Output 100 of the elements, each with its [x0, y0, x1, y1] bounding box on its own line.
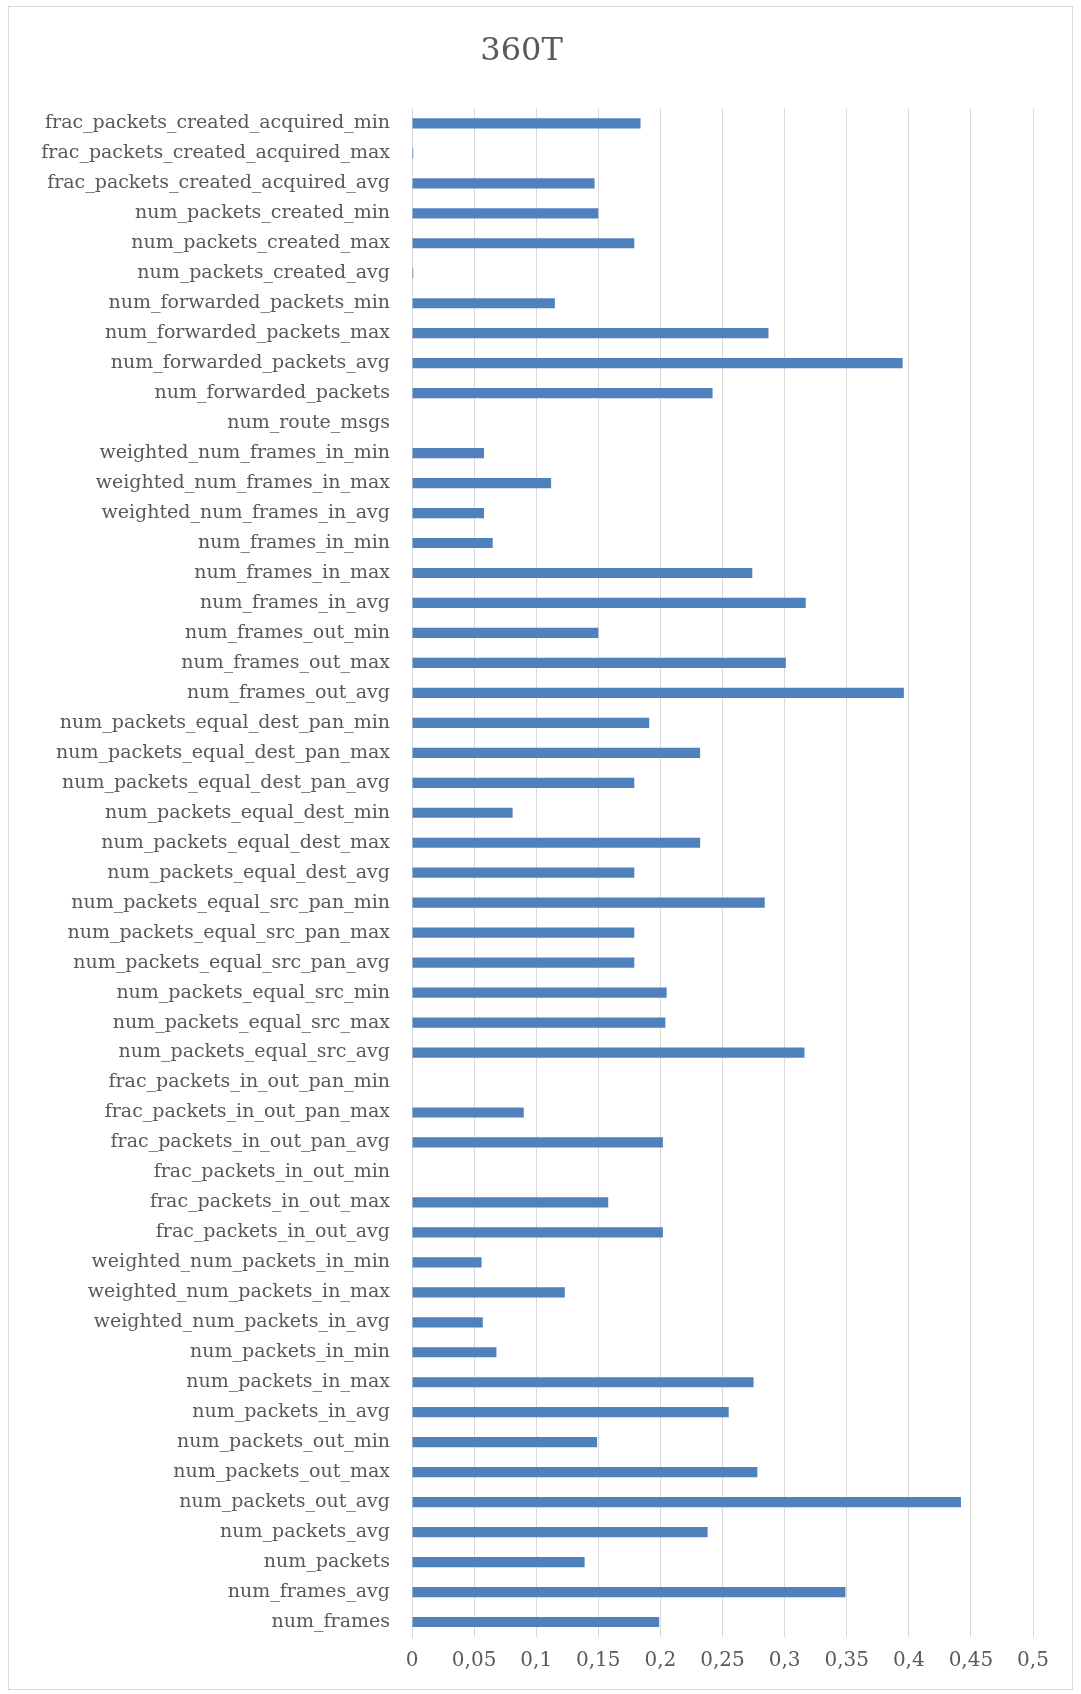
y-tick-label: frac_packets_in_out_max	[149, 1189, 391, 1213]
y-tick-label: num_packets_equal_src_pan_avg	[73, 949, 390, 973]
y-tick-label: num_frames_out_max	[181, 649, 391, 673]
y-tick-label: num_forwarded_packets	[154, 380, 390, 404]
y-tick-label: weighted_num_packets_in_max	[87, 1279, 391, 1303]
y-tick-label: num_frames	[271, 1608, 390, 1632]
y-tick-label: frac_packets_in_out_avg	[155, 1219, 390, 1243]
bar	[412, 1437, 598, 1448]
bar	[412, 867, 635, 878]
y-tick-label: num_packets_equal_dest_pan_max	[56, 739, 391, 763]
bar	[412, 1287, 565, 1298]
bar	[412, 1257, 482, 1268]
bar	[412, 298, 555, 309]
x-tick-label: 0,1	[520, 1647, 553, 1672]
y-tick-label: weighted_num_frames_in_avg	[101, 499, 390, 523]
bar	[412, 1047, 805, 1058]
bar	[412, 1017, 666, 1028]
bar	[412, 687, 904, 698]
y-tick-label: num_packets_created_max	[131, 230, 391, 254]
y-tick-label: num_frames_in_min	[197, 529, 390, 553]
bar	[412, 1107, 524, 1118]
bar	[412, 717, 650, 728]
y-tick-label: frac_packets_in_out_pan_avg	[110, 1129, 390, 1153]
y-tick-label: num_packets_equal_dest_pan_min	[59, 709, 390, 733]
bar	[412, 1197, 609, 1208]
x-tick-label: 0,2	[644, 1647, 677, 1672]
bar	[412, 507, 485, 519]
x-tick-label: 0,25	[700, 1647, 745, 1672]
y-tick-label: num_packets_equal_src_max	[112, 1009, 391, 1033]
y-tick-label: num_packets_equal_dest_pan_avg	[61, 769, 390, 793]
y-tick-label: num_packets_in_max	[186, 1369, 391, 1393]
bar	[412, 1137, 663, 1148]
y-tick-label: num_packets_avg	[220, 1519, 390, 1543]
bar	[412, 537, 493, 549]
bar	[412, 1556, 585, 1568]
bar	[412, 957, 635, 968]
y-tick-label: num_packets_created_avg	[137, 260, 390, 284]
y-tick-label: num_packets_equal_src_pan_max	[67, 919, 391, 943]
y-tick-label: num_packets_equal_src_min	[116, 979, 390, 1003]
x-tick-label: 0,4	[892, 1647, 925, 1672]
x-tick-label: 0,05	[451, 1647, 497, 1672]
bar	[412, 208, 599, 219]
y-tick-label: weighted_num_frames_in_min	[99, 440, 390, 464]
y-tick-label: frac_packets_created_acquired_min	[45, 110, 390, 134]
y-tick-label: num_frames_avg	[227, 1578, 390, 1602]
y-tick-label: num_frames_out_avg	[187, 679, 390, 703]
bar	[412, 777, 635, 788]
y-tick-label: frac_packets_in_out_pan_max	[104, 1099, 391, 1123]
bar	[412, 837, 701, 848]
bar	[412, 987, 667, 998]
y-tick-label: weighted_num_packets_in_min	[91, 1249, 390, 1273]
bar	[412, 358, 903, 369]
y-tick-label: num_packets_in_avg	[192, 1399, 390, 1423]
y-tick-label: frac_packets_in_out_pan_min	[108, 1069, 390, 1093]
bar	[412, 1347, 497, 1358]
y-tick-label: num_packets_in_min	[190, 1339, 390, 1363]
bar	[412, 1616, 660, 1628]
bar	[412, 1407, 729, 1418]
bar	[412, 238, 635, 249]
x-tick-label: 0,45	[948, 1647, 994, 1672]
y-tick-label: num_frames_out_min	[184, 619, 390, 643]
x-tick-label: 0,15	[576, 1647, 621, 1672]
bar	[412, 1317, 483, 1328]
y-tick-label: num_frames_in_max	[194, 559, 391, 583]
y-tick-label: num_packets_out_min	[177, 1429, 390, 1453]
bar	[412, 927, 635, 938]
bar	[412, 1527, 708, 1538]
bar	[412, 567, 753, 579]
bar	[412, 1377, 754, 1388]
bar	[412, 747, 701, 758]
bar	[412, 178, 595, 189]
chart-title: 360T	[480, 29, 564, 68]
x-tick-label: 0,5	[1017, 1647, 1049, 1672]
bar	[412, 328, 769, 339]
bar	[412, 1586, 846, 1598]
x-tick-label: 0,3	[768, 1647, 801, 1672]
bar	[412, 477, 552, 489]
y-tick-label: num_packets_equal_dest_max	[101, 829, 391, 853]
y-tick-label: weighted_num_packets_in_avg	[93, 1309, 390, 1333]
y-tick-label: num_packets_equal_dest_min	[105, 799, 390, 823]
y-tick-label: num_route_msgs	[227, 410, 390, 434]
y-tick-label: num_packets_equal_src_avg	[118, 1039, 390, 1063]
bar	[412, 627, 599, 639]
bar	[412, 597, 806, 609]
y-tick-label: frac_packets_created_acquired_max	[41, 140, 391, 164]
y-tick-label: num_packets_out_max	[173, 1459, 391, 1483]
y-tick-label: frac_packets_in_out_min	[153, 1159, 390, 1183]
bar	[412, 118, 641, 129]
x-tick-label: 0	[405, 1647, 419, 1672]
y-tick-label: num_forwarded_packets_min	[108, 290, 390, 314]
bar	[412, 1467, 758, 1478]
y-tick-label: num_forwarded_packets_avg	[110, 350, 390, 374]
bar	[412, 897, 765, 908]
y-tick-label: weighted_num_frames_in_max	[95, 469, 391, 493]
bar	[412, 388, 713, 399]
y-tick-label: num_packets_created_min	[135, 200, 390, 224]
y-tick-label: num_packets_equal_dest_avg	[107, 859, 390, 883]
bar	[412, 807, 513, 818]
y-tick-label: num_frames_in_avg	[200, 589, 390, 613]
y-tick-label: num_packets_out_avg	[179, 1489, 390, 1513]
